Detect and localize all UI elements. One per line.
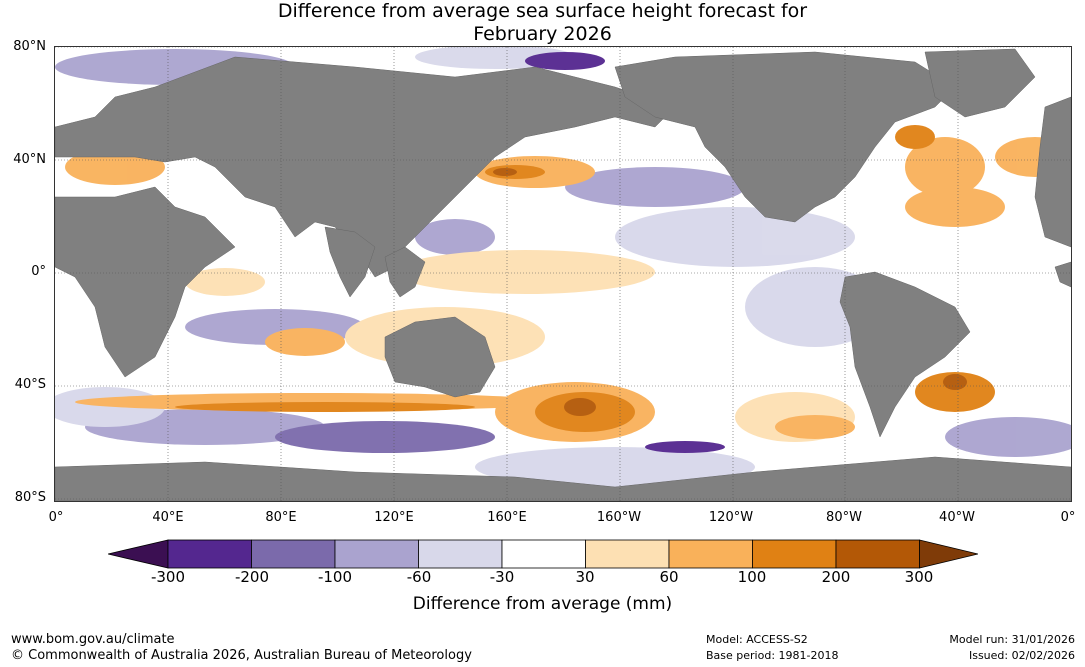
model-run-date: Model run: 31/01/2026	[949, 633, 1075, 646]
colorbar-segment-1	[167, 539, 252, 569]
lon-label-40w: 40°W	[939, 510, 975, 525]
lon-label-80w: 80°W	[826, 510, 862, 525]
colorbar-right-arrow	[919, 539, 978, 569]
colorbar-segment-9	[835, 539, 920, 569]
colorbar-tick-300: 300	[904, 568, 934, 586]
copyright-text: © Commonwealth of Australia 2026, Austra…	[11, 648, 472, 663]
colorbar-tick-neg30: -30	[489, 568, 515, 586]
chart-title: Difference from average sea surface heig…	[0, 0, 1085, 46]
colorbar-tick-30: 30	[575, 568, 595, 586]
map-svg	[55, 47, 1071, 501]
colorbar-tick-neg60: -60	[406, 568, 432, 586]
lon-label-0-right: 0°	[1060, 510, 1076, 525]
lon-label-0-left: 0°	[48, 510, 64, 525]
lon-label-40e: 40°E	[152, 510, 184, 525]
colorbar-segment-3	[334, 539, 419, 569]
sea-surface-height-map	[54, 46, 1072, 502]
lat-label-40n: 40°N	[13, 152, 46, 167]
colorbar-left-arrow	[108, 539, 169, 569]
title-line-1: Difference from average sea surface heig…	[277, 0, 808, 22]
colorbar-segment-5	[501, 539, 586, 569]
anomaly-field	[55, 47, 1071, 487]
model-name: Model: ACCESS-S2	[706, 633, 808, 646]
website-link[interactable]: www.bom.gov.au/climate	[11, 632, 175, 647]
colorbar-tick-200: 200	[821, 568, 851, 586]
lat-label-40s: 40°S	[14, 377, 46, 392]
lat-label-80s: 80°S	[14, 490, 46, 505]
colorbar-segment-7	[668, 539, 753, 569]
base-period: Base period: 1981-2018	[706, 649, 839, 662]
issued-date: Issued: 02/02/2026	[968, 649, 1075, 662]
lon-label-160w: 160°W	[596, 510, 642, 525]
colorbar-segment-2	[251, 539, 336, 569]
colorbar-tick-neg300: -300	[150, 568, 186, 586]
lat-label-equator: 0°	[31, 264, 46, 279]
lat-label-80n: 80°N	[13, 39, 46, 54]
lon-label-120e: 120°E	[374, 510, 414, 525]
title-line-2: February 2026	[473, 23, 612, 45]
colorbar-tick-neg200: -200	[234, 568, 270, 586]
gridlines	[55, 47, 1071, 501]
colorbar-tick-100: 100	[737, 568, 767, 586]
colorbar-tick-neg100: -100	[317, 568, 353, 586]
colorbar	[108, 539, 978, 569]
colorbar-segment-8	[752, 539, 837, 569]
colorbar-segment-6	[585, 539, 670, 569]
lon-label-120w: 120°W	[708, 510, 754, 525]
colorbar-title: Difference from average (mm)	[412, 594, 673, 614]
lon-label-80e: 80°E	[265, 510, 297, 525]
lon-label-160e: 160°E	[487, 510, 527, 525]
colorbar-segment-4	[418, 539, 503, 569]
land	[55, 48, 1071, 501]
colorbar-tick-60: 60	[659, 568, 679, 586]
